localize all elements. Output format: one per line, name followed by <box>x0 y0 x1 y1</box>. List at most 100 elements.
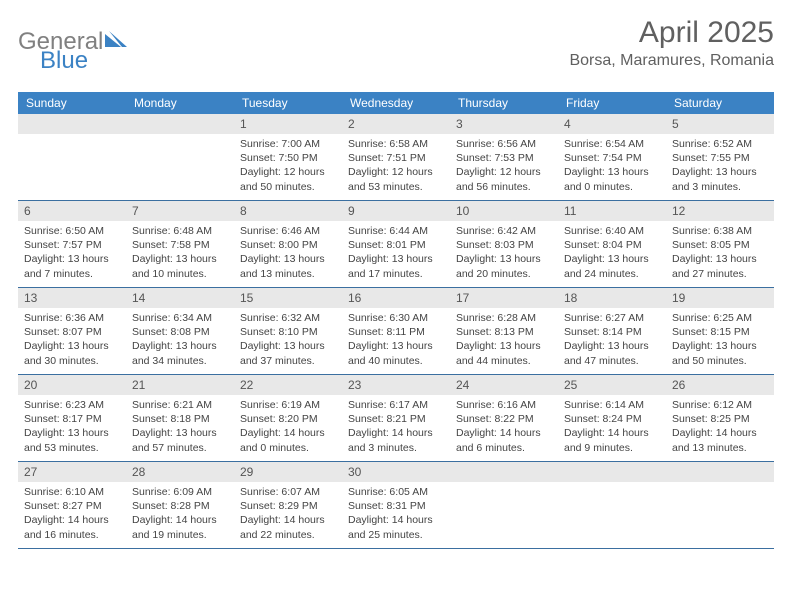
sunset-line: Sunset: 8:05 PM <box>672 238 768 252</box>
daylight-line: Daylight: 13 hours and 17 minutes. <box>348 252 444 280</box>
day-cell: 21Sunrise: 6:21 AMSunset: 8:18 PMDayligh… <box>126 375 234 461</box>
day-number <box>450 462 558 482</box>
daylight-line: Daylight: 13 hours and 53 minutes. <box>24 426 120 454</box>
day-number: 19 <box>666 288 774 308</box>
day-cell: 2Sunrise: 6:58 AMSunset: 7:51 PMDaylight… <box>342 114 450 200</box>
sunset-line: Sunset: 8:00 PM <box>240 238 336 252</box>
sunset-line: Sunset: 8:04 PM <box>564 238 660 252</box>
calendar: SundayMondayTuesdayWednesdayThursdayFrid… <box>18 92 774 549</box>
day-header-cell: Thursday <box>450 92 558 114</box>
sunrise-line: Sunrise: 6:58 AM <box>348 137 444 151</box>
day-number: 21 <box>126 375 234 395</box>
day-number: 13 <box>18 288 126 308</box>
day-number: 7 <box>126 201 234 221</box>
title-block: April 2025 Borsa, Maramures, Romania <box>569 16 774 70</box>
day-data: Sunrise: 6:28 AMSunset: 8:13 PMDaylight:… <box>450 308 558 374</box>
day-header-cell: Tuesday <box>234 92 342 114</box>
day-header-cell: Sunday <box>18 92 126 114</box>
daylight-line: Daylight: 14 hours and 13 minutes. <box>672 426 768 454</box>
sunset-line: Sunset: 7:51 PM <box>348 151 444 165</box>
month-title: April 2025 <box>569 16 774 50</box>
day-data: Sunrise: 6:34 AMSunset: 8:08 PMDaylight:… <box>126 308 234 374</box>
day-data: Sunrise: 6:50 AMSunset: 7:57 PMDaylight:… <box>18 221 126 287</box>
sunset-line: Sunset: 8:28 PM <box>132 499 228 513</box>
day-cell: 6Sunrise: 6:50 AMSunset: 7:57 PMDaylight… <box>18 201 126 287</box>
sunset-line: Sunset: 7:58 PM <box>132 238 228 252</box>
week-row: 20Sunrise: 6:23 AMSunset: 8:17 PMDayligh… <box>18 375 774 462</box>
day-data: Sunrise: 6:21 AMSunset: 8:18 PMDaylight:… <box>126 395 234 461</box>
day-cell: 29Sunrise: 6:07 AMSunset: 8:29 PMDayligh… <box>234 462 342 548</box>
sunset-line: Sunset: 8:22 PM <box>456 412 552 426</box>
day-cell: 27Sunrise: 6:10 AMSunset: 8:27 PMDayligh… <box>18 462 126 548</box>
daylight-line: Daylight: 13 hours and 44 minutes. <box>456 339 552 367</box>
day-data: Sunrise: 6:38 AMSunset: 8:05 PMDaylight:… <box>666 221 774 287</box>
day-cell: 8Sunrise: 6:46 AMSunset: 8:00 PMDaylight… <box>234 201 342 287</box>
day-number: 14 <box>126 288 234 308</box>
header: General April 2025 Borsa, Maramures, Rom… <box>18 16 774 70</box>
daylight-line: Daylight: 14 hours and 0 minutes. <box>240 426 336 454</box>
day-number: 8 <box>234 201 342 221</box>
daylight-line: Daylight: 12 hours and 53 minutes. <box>348 165 444 193</box>
day-data: Sunrise: 7:00 AMSunset: 7:50 PMDaylight:… <box>234 134 342 200</box>
day-cell: 17Sunrise: 6:28 AMSunset: 8:13 PMDayligh… <box>450 288 558 374</box>
day-cell: 16Sunrise: 6:30 AMSunset: 8:11 PMDayligh… <box>342 288 450 374</box>
sunrise-line: Sunrise: 7:00 AM <box>240 137 336 151</box>
day-number: 6 <box>18 201 126 221</box>
day-data: Sunrise: 6:54 AMSunset: 7:54 PMDaylight:… <box>558 134 666 200</box>
daylight-line: Daylight: 13 hours and 34 minutes. <box>132 339 228 367</box>
sunrise-line: Sunrise: 6:36 AM <box>24 311 120 325</box>
daylight-line: Daylight: 14 hours and 22 minutes. <box>240 513 336 541</box>
sunrise-line: Sunrise: 6:17 AM <box>348 398 444 412</box>
day-cell: 13Sunrise: 6:36 AMSunset: 8:07 PMDayligh… <box>18 288 126 374</box>
day-header-cell: Monday <box>126 92 234 114</box>
day-cell: 12Sunrise: 6:38 AMSunset: 8:05 PMDayligh… <box>666 201 774 287</box>
day-cell <box>450 462 558 548</box>
day-cell: 26Sunrise: 6:12 AMSunset: 8:25 PMDayligh… <box>666 375 774 461</box>
sunset-line: Sunset: 8:15 PM <box>672 325 768 339</box>
sunrise-line: Sunrise: 6:21 AM <box>132 398 228 412</box>
daylight-line: Daylight: 14 hours and 19 minutes. <box>132 513 228 541</box>
sunrise-line: Sunrise: 6:42 AM <box>456 224 552 238</box>
day-number: 17 <box>450 288 558 308</box>
day-number: 20 <box>18 375 126 395</box>
week-row: 27Sunrise: 6:10 AMSunset: 8:27 PMDayligh… <box>18 462 774 549</box>
day-cell: 7Sunrise: 6:48 AMSunset: 7:58 PMDaylight… <box>126 201 234 287</box>
day-cell: 11Sunrise: 6:40 AMSunset: 8:04 PMDayligh… <box>558 201 666 287</box>
day-cell: 10Sunrise: 6:42 AMSunset: 8:03 PMDayligh… <box>450 201 558 287</box>
day-cell: 25Sunrise: 6:14 AMSunset: 8:24 PMDayligh… <box>558 375 666 461</box>
sunrise-line: Sunrise: 6:40 AM <box>564 224 660 238</box>
day-number: 2 <box>342 114 450 134</box>
day-data: Sunrise: 6:40 AMSunset: 8:04 PMDaylight:… <box>558 221 666 287</box>
day-data: Sunrise: 6:12 AMSunset: 8:25 PMDaylight:… <box>666 395 774 461</box>
day-data: Sunrise: 6:52 AMSunset: 7:55 PMDaylight:… <box>666 134 774 200</box>
sunrise-line: Sunrise: 6:16 AM <box>456 398 552 412</box>
sunrise-line: Sunrise: 6:12 AM <box>672 398 768 412</box>
daylight-line: Daylight: 14 hours and 9 minutes. <box>564 426 660 454</box>
daylight-line: Daylight: 13 hours and 10 minutes. <box>132 252 228 280</box>
day-data: Sunrise: 6:05 AMSunset: 8:31 PMDaylight:… <box>342 482 450 548</box>
day-header-cell: Wednesday <box>342 92 450 114</box>
day-cell: 18Sunrise: 6:27 AMSunset: 8:14 PMDayligh… <box>558 288 666 374</box>
daylight-line: Daylight: 13 hours and 40 minutes. <box>348 339 444 367</box>
sunset-line: Sunset: 7:57 PM <box>24 238 120 252</box>
day-number: 25 <box>558 375 666 395</box>
sunset-line: Sunset: 7:53 PM <box>456 151 552 165</box>
day-number <box>126 114 234 134</box>
sunset-line: Sunset: 8:31 PM <box>348 499 444 513</box>
day-cell: 5Sunrise: 6:52 AMSunset: 7:55 PMDaylight… <box>666 114 774 200</box>
week-row: 6Sunrise: 6:50 AMSunset: 7:57 PMDaylight… <box>18 201 774 288</box>
day-cell: 19Sunrise: 6:25 AMSunset: 8:15 PMDayligh… <box>666 288 774 374</box>
sunset-line: Sunset: 8:27 PM <box>24 499 120 513</box>
sunset-line: Sunset: 8:21 PM <box>348 412 444 426</box>
day-header-cell: Saturday <box>666 92 774 114</box>
daylight-line: Daylight: 12 hours and 50 minutes. <box>240 165 336 193</box>
sunset-line: Sunset: 8:20 PM <box>240 412 336 426</box>
day-cell: 4Sunrise: 6:54 AMSunset: 7:54 PMDaylight… <box>558 114 666 200</box>
sunrise-line: Sunrise: 6:05 AM <box>348 485 444 499</box>
day-data: Sunrise: 6:25 AMSunset: 8:15 PMDaylight:… <box>666 308 774 374</box>
sunset-line: Sunset: 8:17 PM <box>24 412 120 426</box>
logo-word2-wrap: Blue <box>40 47 88 75</box>
day-data: Sunrise: 6:58 AMSunset: 7:51 PMDaylight:… <box>342 134 450 200</box>
day-cell: 3Sunrise: 6:56 AMSunset: 7:53 PMDaylight… <box>450 114 558 200</box>
sunset-line: Sunset: 8:08 PM <box>132 325 228 339</box>
